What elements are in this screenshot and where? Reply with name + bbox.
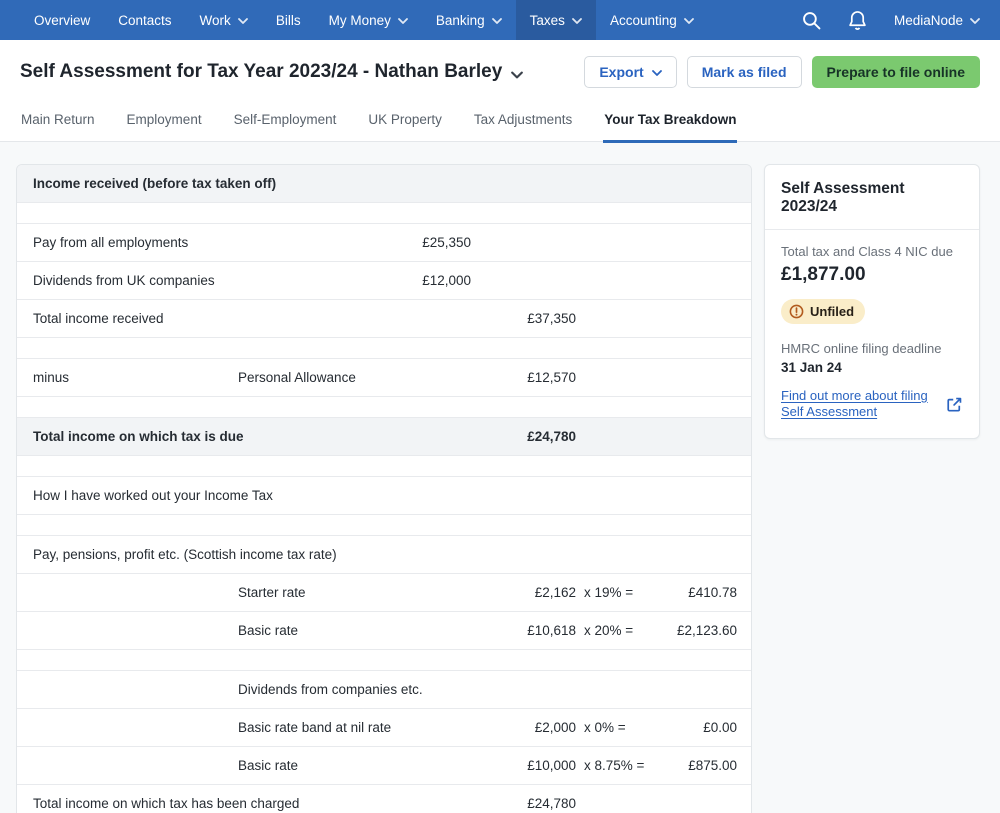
table-spacer-row <box>17 337 751 359</box>
nav-item-work[interactable]: Work <box>186 0 262 40</box>
tab-tax-adjustments[interactable]: Tax Adjustments <box>473 112 573 127</box>
table-row: minus Personal Allowance £12,570 <box>17 358 751 397</box>
title-dropdown-chevron-icon[interactable] <box>511 63 524 85</box>
table-spacer-row <box>17 202 751 224</box>
tab-your-tax-breakdown[interactable]: Your Tax Breakdown <box>603 106 738 143</box>
table-row: Basic rate £10,618 x 20% = £2,123.60 <box>17 611 751 650</box>
tab-self-employment[interactable]: Self-Employment <box>233 112 337 127</box>
nav-item-accounting[interactable]: Accounting <box>596 0 708 40</box>
summary-card-title: Self Assessment 2023/24 <box>765 165 979 230</box>
tax-breakdown-card: Income received (before tax taken off) P… <box>16 164 752 813</box>
top-nav-bar: Overview Contacts Work Bills My Money Ba… <box>0 0 1000 40</box>
export-button[interactable]: Export <box>584 56 677 88</box>
nav-item-bills[interactable]: Bills <box>275 12 301 28</box>
status-badge: Unfiled <box>781 298 866 324</box>
nav-item-taxes[interactable]: Taxes <box>515 0 596 40</box>
tax-breakdown-table: Income received (before tax taken off) P… <box>17 165 751 813</box>
prepare-to-file-button[interactable]: Prepare to file online <box>811 56 980 88</box>
account-label: MediaNode <box>893 12 963 28</box>
account-menu[interactable]: MediaNode <box>880 0 980 40</box>
tab-employment[interactable]: Employment <box>126 112 202 127</box>
search-icon[interactable] <box>788 10 835 31</box>
table-row: Dividends from companies etc. <box>17 670 751 709</box>
chevron-down-icon <box>237 18 248 24</box>
total-tax-label: Total tax and Class 4 NIC due <box>781 244 953 259</box>
nav-item-contacts[interactable]: Contacts <box>118 12 172 28</box>
page-header: Self Assessment for Tax Year 2023/24 - N… <box>0 40 1000 143</box>
table-row: Basic rate £10,000 x 8.75% = £875.00 <box>17 746 751 785</box>
chevron-down-icon <box>651 70 662 76</box>
nav-item-my-money[interactable]: My Money <box>315 0 422 40</box>
table-row: Total income received £37,350 <box>17 299 751 338</box>
table-spacer-row <box>17 514 751 536</box>
status-badge-label: Unfiled <box>810 303 855 319</box>
content-area: Income received (before tax taken off) P… <box>0 142 1000 813</box>
deadline-value: 31 Jan 24 <box>781 359 842 375</box>
table-section-header: Income received (before tax taken off) <box>17 165 751 203</box>
self-assessment-summary-card: Self Assessment 2023/24 Total tax and Cl… <box>764 164 980 440</box>
table-spacer-row <box>17 455 751 477</box>
nav-item-overview[interactable]: Overview <box>34 12 91 28</box>
tab-bar: Main Return Employment Self-Employment U… <box>0 100 1000 143</box>
table-row: Total income on which tax has been charg… <box>17 784 751 813</box>
tab-main-return[interactable]: Main Return <box>21 112 95 127</box>
chevron-down-icon <box>683 18 694 24</box>
chevron-down-icon <box>491 18 502 24</box>
table-total-row: Total income on which tax is due £24,780 <box>17 417 751 456</box>
header-actions: Export Mark as filed Prepare to file onl… <box>584 56 980 88</box>
nav-item-banking[interactable]: Banking <box>422 0 516 40</box>
mark-as-filed-button[interactable]: Mark as filed <box>686 56 802 88</box>
table-spacer-row <box>17 396 751 418</box>
chevron-down-icon <box>397 18 408 24</box>
external-link-icon[interactable] <box>946 396 963 413</box>
warning-circle-icon <box>789 304 804 319</box>
page-title: Self Assessment for Tax Year 2023/24 - N… <box>20 60 524 85</box>
bell-icon[interactable] <box>835 10 880 31</box>
tab-uk-property[interactable]: UK Property <box>368 112 442 127</box>
table-spacer-row <box>17 649 751 671</box>
table-row: Basic rate band at nil rate £2,000 x 0% … <box>17 708 751 747</box>
chevron-down-icon <box>572 18 582 24</box>
chevron-down-icon <box>970 18 980 24</box>
deadline-label: HMRC online filing deadline <box>781 340 942 356</box>
table-row: How I have worked out your Income Tax <box>17 476 751 515</box>
total-tax-value: £1,877.00 <box>781 263 866 285</box>
table-row: Dividends from UK companies £12,000 <box>17 261 751 300</box>
filing-info-link[interactable]: Find out more about filing Self Assessme… <box>781 387 928 420</box>
table-row: Starter rate £2,162 x 19% = £410.78 <box>17 573 751 612</box>
table-row: Pay, pensions, profit etc. (Scottish inc… <box>17 535 751 574</box>
table-row: Pay from all employments £25,350 <box>17 223 751 262</box>
